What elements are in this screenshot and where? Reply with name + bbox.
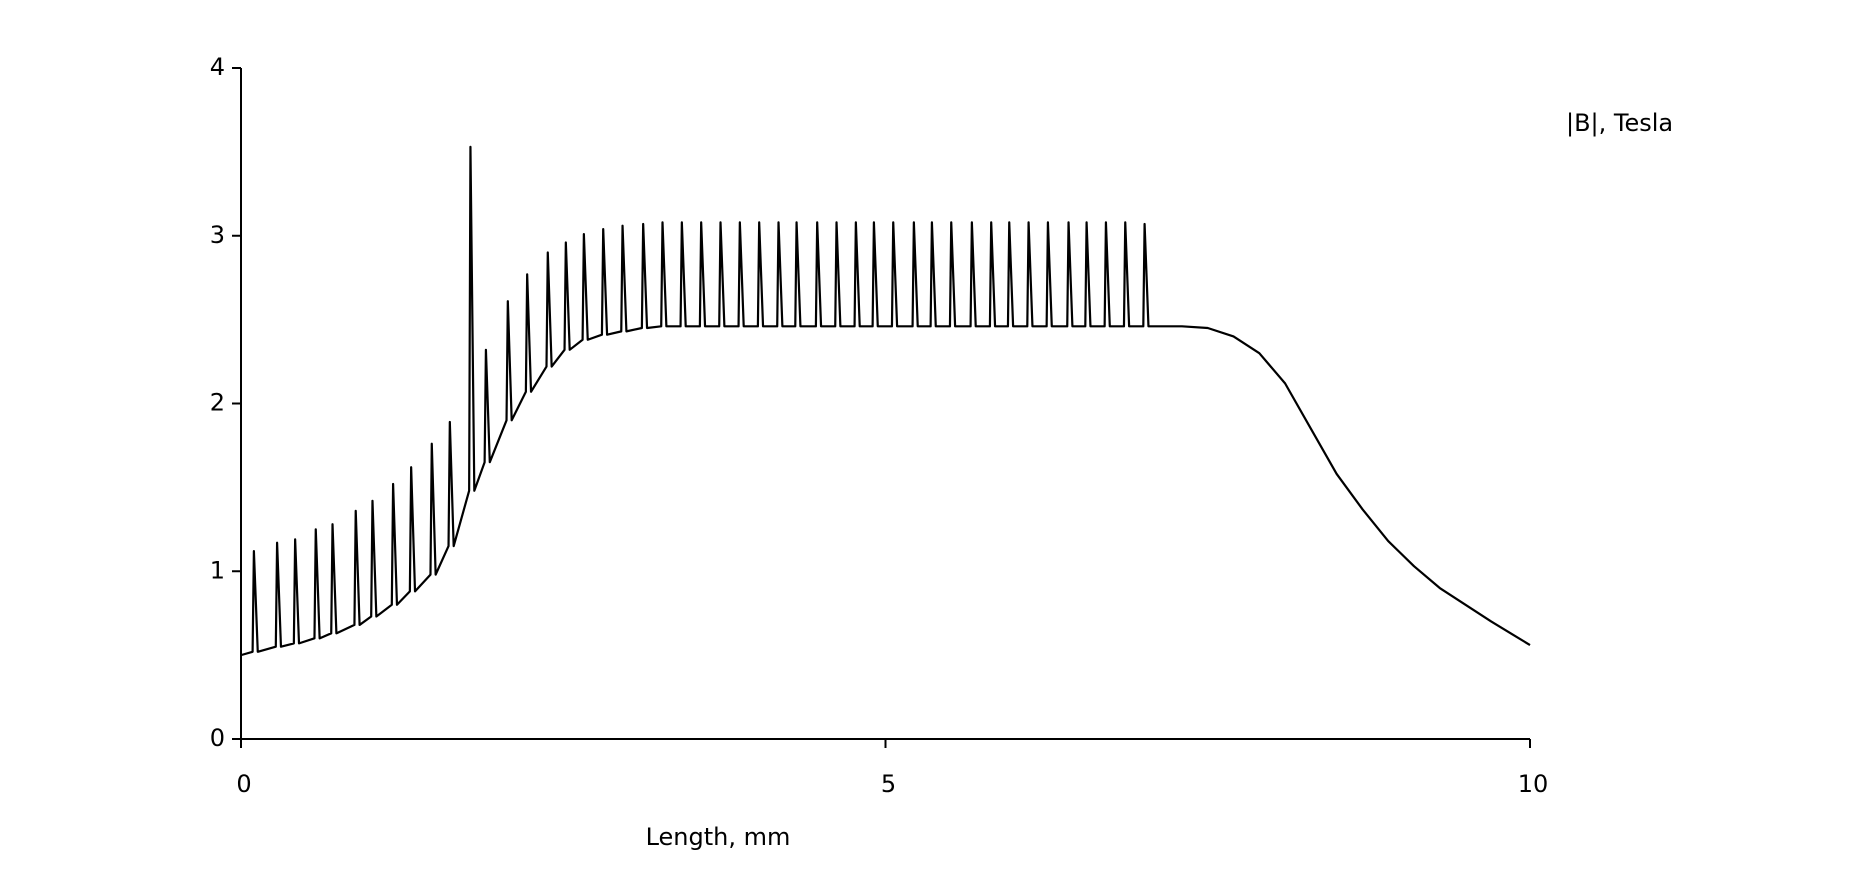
y-tick-label: 4 bbox=[210, 53, 225, 81]
x-tick-label: 5 bbox=[881, 770, 896, 798]
chart-title: |B|, Tesla bbox=[1566, 109, 1673, 137]
x-tick-label: 10 bbox=[1518, 770, 1549, 798]
x-tick-label: 0 bbox=[236, 770, 251, 798]
y-tick-label: 3 bbox=[210, 221, 225, 249]
x-axis-label: Length, mm bbox=[646, 823, 791, 851]
data-line bbox=[240, 145, 1531, 657]
y-tick-label: 0 bbox=[210, 724, 225, 752]
y-tick-label: 2 bbox=[210, 389, 225, 417]
y-tick-label: 1 bbox=[210, 556, 225, 584]
